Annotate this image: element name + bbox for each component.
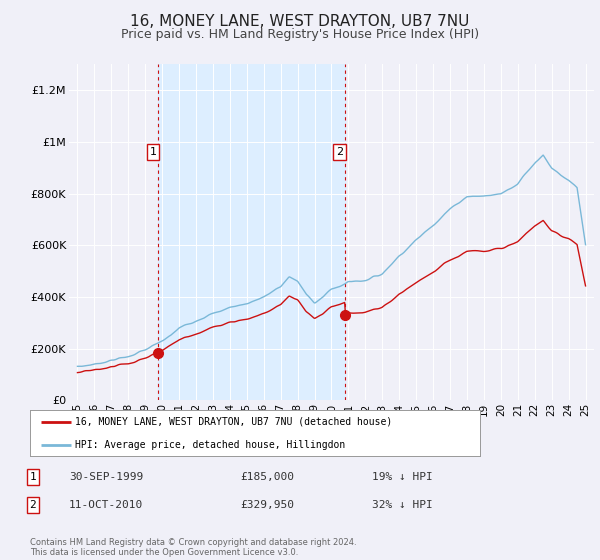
Text: 16, MONEY LANE, WEST DRAYTON, UB7 7NU: 16, MONEY LANE, WEST DRAYTON, UB7 7NU (130, 14, 470, 29)
Text: Price paid vs. HM Land Registry's House Price Index (HPI): Price paid vs. HM Land Registry's House … (121, 28, 479, 41)
Text: 2: 2 (29, 500, 37, 510)
Text: 1: 1 (29, 472, 37, 482)
Text: 2: 2 (336, 147, 343, 157)
Text: 11-OCT-2010: 11-OCT-2010 (69, 500, 143, 510)
Text: 1: 1 (149, 147, 157, 157)
Text: £185,000: £185,000 (240, 472, 294, 482)
Text: 32% ↓ HPI: 32% ↓ HPI (372, 500, 433, 510)
Bar (158, 64, 345, 400)
Text: £329,950: £329,950 (240, 500, 294, 510)
Text: 30-SEP-1999: 30-SEP-1999 (69, 472, 143, 482)
Text: HPI: Average price, detached house, Hillingdon: HPI: Average price, detached house, Hill… (75, 440, 345, 450)
Text: Contains HM Land Registry data © Crown copyright and database right 2024.
This d: Contains HM Land Registry data © Crown c… (30, 538, 356, 557)
Text: 16, MONEY LANE, WEST DRAYTON, UB7 7NU (detached house): 16, MONEY LANE, WEST DRAYTON, UB7 7NU (d… (75, 417, 392, 427)
Text: 19% ↓ HPI: 19% ↓ HPI (372, 472, 433, 482)
